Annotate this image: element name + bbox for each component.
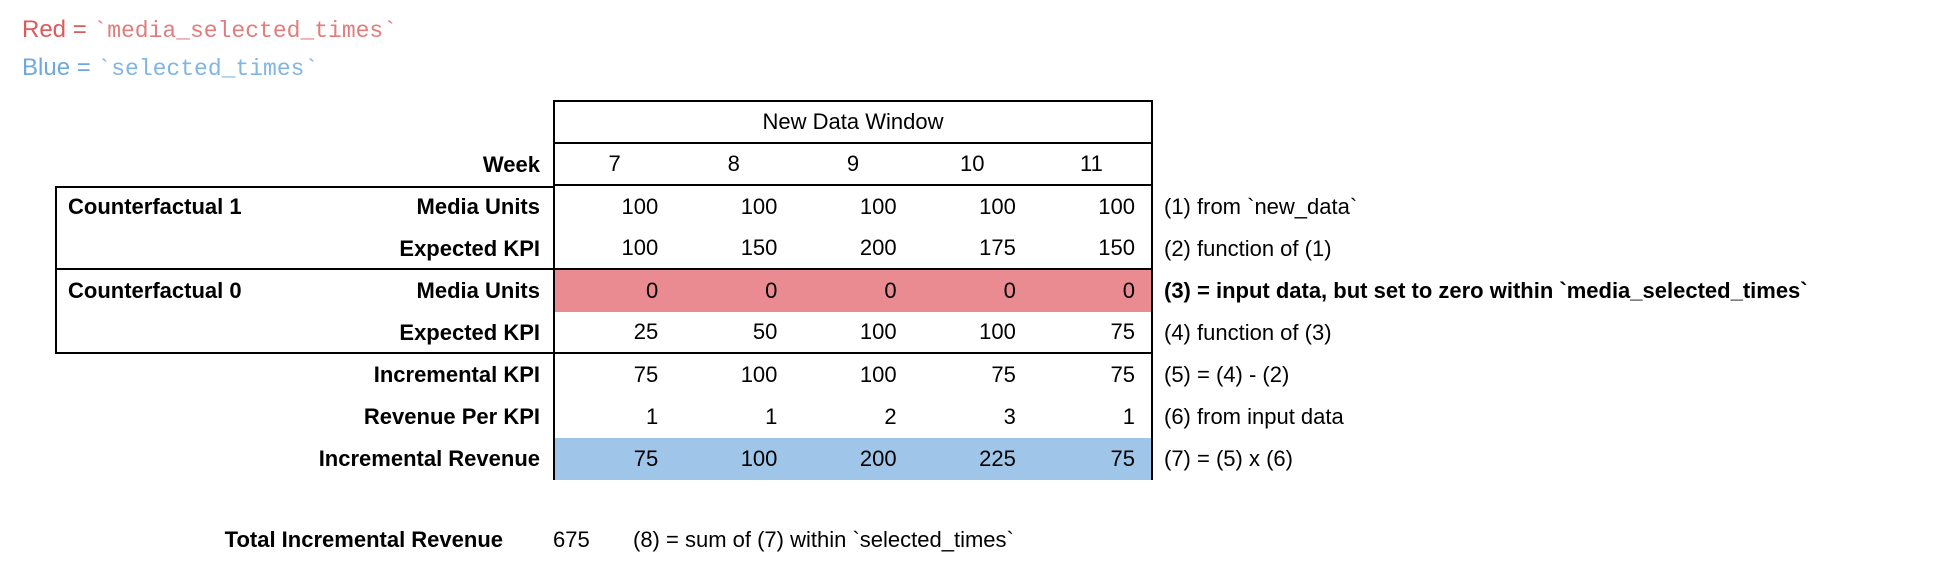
table-cell: 1	[1122, 404, 1136, 429]
table-cell: 75	[991, 362, 1016, 387]
table-cell: 100	[859, 362, 897, 387]
table-cell: 75	[1110, 446, 1136, 471]
week-number: 7	[608, 151, 621, 176]
week-number: 8	[727, 151, 740, 176]
total-incremental-revenue-label: Total Incremental Revenue	[224, 527, 503, 552]
table-cell: 75	[1110, 362, 1136, 387]
legend-red-label: Red	[22, 16, 67, 43]
counterfactual-box-divider	[55, 268, 555, 270]
table-cell: 225	[979, 446, 1016, 471]
table-row-red-highlight: 0 0 0 0 0	[555, 270, 1151, 312]
table-cell: 100	[979, 319, 1016, 344]
week-number: 9	[846, 151, 860, 176]
table-cell: 0	[884, 278, 897, 303]
annotation-8: (8) = sum of (7) within `selected_times`	[633, 527, 1014, 552]
section-label-counterfactual-0: Counterfactual 0	[68, 278, 242, 303]
table-row: 75 100 100 75 75	[555, 354, 1151, 396]
table-cell: 2	[884, 404, 897, 429]
row-label: Incremental Revenue	[318, 446, 540, 471]
table-cell: 0	[765, 278, 778, 303]
annotation-7: (7) = (5) x (6)	[1164, 446, 1293, 471]
table-row: 25 50 100 100 75	[555, 312, 1151, 354]
legend-red-code: `media_selected_times`	[93, 18, 398, 44]
row-label: Incremental KPI	[373, 362, 540, 387]
data-grid: 100 100 100 100 100 100 150 200 175 150 …	[553, 186, 1153, 480]
table-cell: 200	[859, 235, 897, 260]
table-cell: 1	[765, 404, 778, 429]
legend-blue-equals: =	[70, 54, 98, 81]
table-cell: 100	[740, 194, 778, 219]
table-cell: 0	[1003, 278, 1016, 303]
legend-red-line: Red = `media_selected_times`	[22, 14, 397, 47]
table-cell: 75	[1110, 319, 1136, 344]
annotation-4: (4) function of (3)	[1164, 320, 1332, 345]
table-cell: 100	[1098, 194, 1136, 219]
week-number: 11	[1079, 151, 1103, 176]
table-row: 100 150 200 175 150	[555, 228, 1151, 270]
legend-red-equals: =	[66, 16, 94, 43]
table-cell: 0	[1122, 278, 1136, 303]
table-cell: 200	[859, 446, 897, 471]
table-cell: 3	[1003, 404, 1016, 429]
row-label: Revenue Per KPI	[363, 404, 540, 429]
row-label: Expected KPI	[399, 236, 540, 261]
week-row-label: Week	[482, 152, 540, 177]
row-label: Media Units	[416, 194, 540, 219]
table-cell: 0	[645, 278, 659, 303]
annotation-1: (1) from `new_data`	[1164, 194, 1358, 219]
annotation-6: (6) from input data	[1164, 404, 1344, 429]
row-label: Media Units	[416, 278, 540, 303]
table-cell: 100	[621, 235, 659, 260]
table-cell: 25	[633, 319, 659, 344]
section-label-counterfactual-1: Counterfactual 1	[68, 194, 242, 219]
table-cell: 50	[752, 319, 778, 344]
table-cell: 75	[633, 362, 659, 387]
table-cell: 100	[740, 446, 778, 471]
week-number-row: 7 8 9 10 11	[553, 144, 1153, 186]
new-data-window-title: New Data Window	[762, 109, 944, 134]
total-incremental-revenue-value: 675	[553, 527, 590, 552]
table-row: 100 100 100 100 100	[555, 186, 1151, 228]
table-cell: 150	[740, 235, 778, 260]
table-cell: 150	[1098, 235, 1136, 260]
table-cell: 100	[859, 194, 897, 219]
table-cell: 75	[633, 446, 659, 471]
table-cell: 100	[740, 362, 778, 387]
table-row: 1 1 2 3 1	[555, 396, 1151, 438]
table-cell: 1	[645, 404, 659, 429]
legend-blue-line: Blue = `selected_times`	[22, 52, 318, 85]
table-row-blue-highlight: 75 100 200 225 75	[555, 438, 1151, 480]
annotation-3: (3) = input data, but set to zero within…	[1164, 278, 1808, 303]
annotation-2: (2) function of (1)	[1164, 236, 1332, 261]
table-cell: 100	[979, 194, 1016, 219]
week-number: 10	[959, 151, 985, 176]
legend-blue-label: Blue	[22, 54, 71, 81]
table-cell: 175	[979, 235, 1016, 260]
annotation-5: (5) = (4) - (2)	[1164, 362, 1290, 387]
row-label: Expected KPI	[399, 320, 540, 345]
new-data-window-header: New Data Window	[553, 100, 1153, 144]
table-cell: 100	[621, 194, 659, 219]
legend-blue-code: `selected_times`	[97, 56, 319, 82]
table-cell: 100	[859, 319, 897, 344]
